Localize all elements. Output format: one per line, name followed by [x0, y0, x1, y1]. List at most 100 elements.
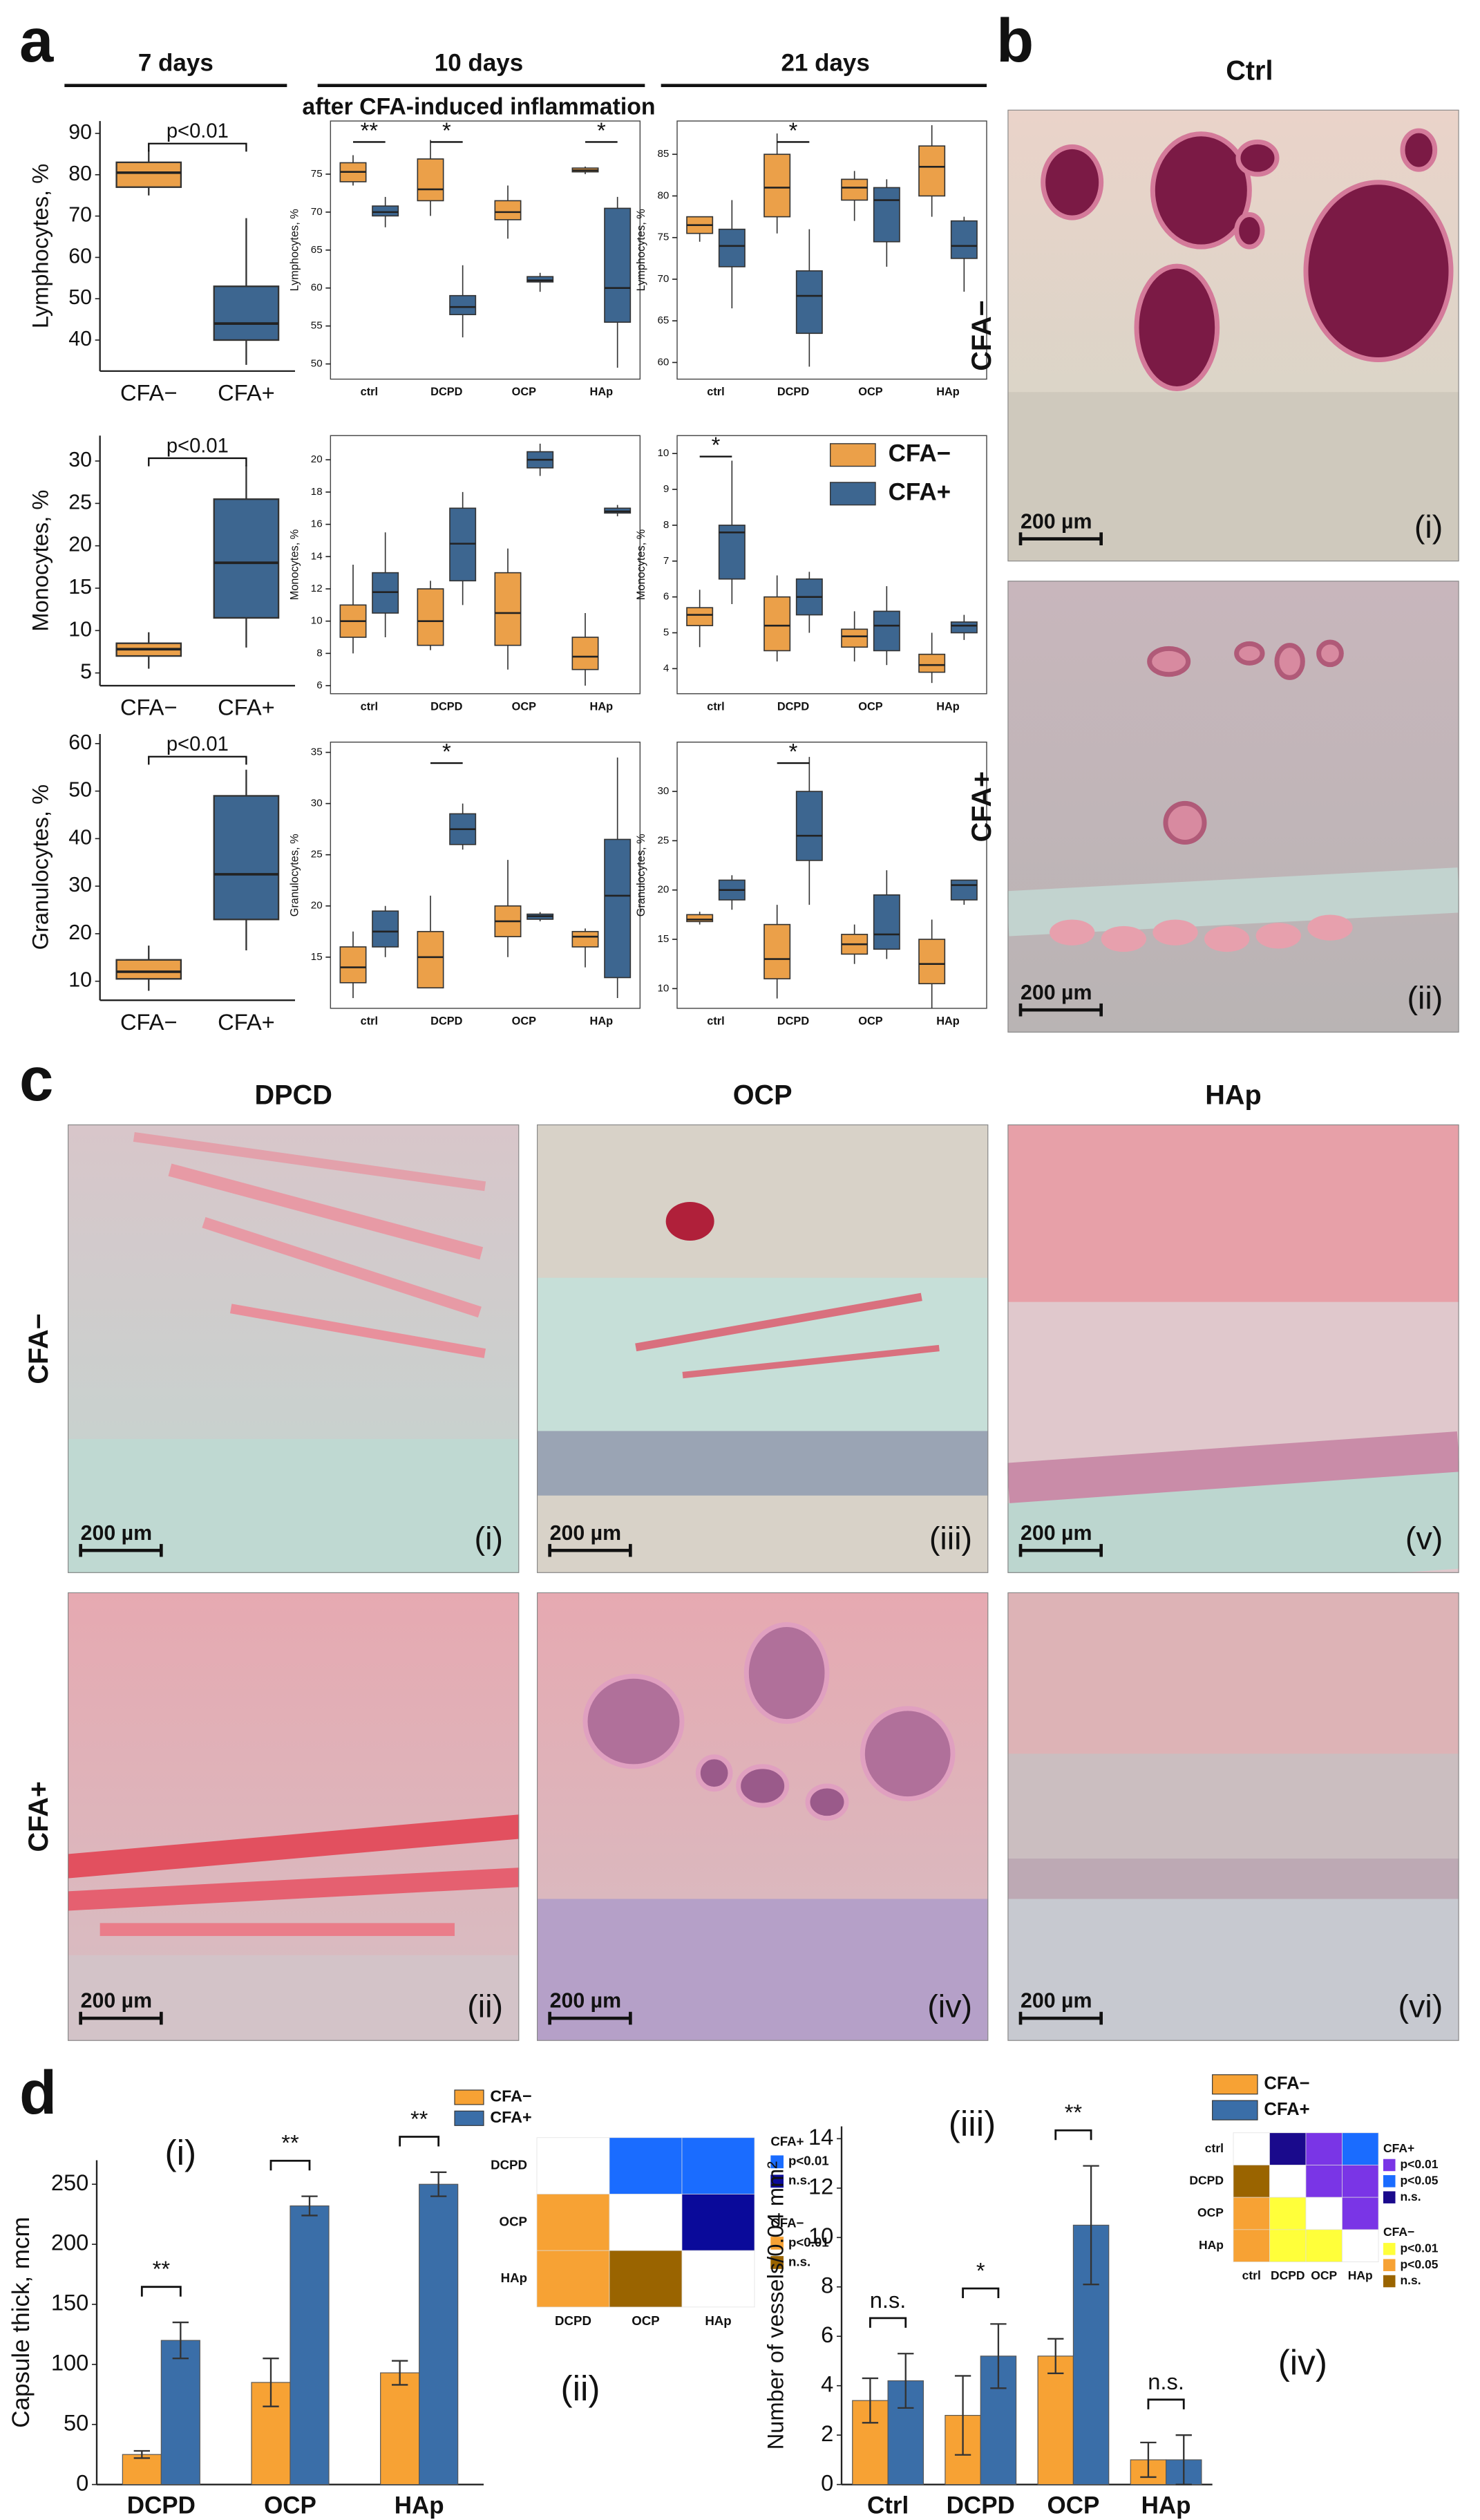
heatmap-cell — [536, 2194, 610, 2251]
bracket — [140, 2286, 182, 2297]
error-bar — [1047, 2338, 1064, 2374]
heatmap-cell — [609, 2250, 683, 2308]
y-tick-label: 50 — [311, 358, 323, 370]
column-header: DPCD — [254, 1080, 332, 1111]
annotation: p<0.01 — [167, 120, 229, 142]
y-tick-label: 75 — [311, 168, 323, 180]
tissue — [1235, 139, 1280, 177]
tissue — [99, 1923, 455, 1937]
significance: ** — [153, 2256, 171, 2282]
x-tick-label: HAp — [395, 2492, 444, 2519]
scale-label: 200 µm — [1021, 510, 1092, 533]
x-tick-label: ctrl — [707, 700, 724, 713]
significance: ** — [410, 2106, 428, 2132]
x-tick-label: ctrl — [361, 1015, 378, 1028]
y-tick-label: 30 — [68, 449, 92, 471]
panel-sublabel: (iii) — [949, 2104, 996, 2143]
y-tick-label: 65 — [657, 314, 669, 326]
bar — [419, 2183, 459, 2485]
key-label: CFA− — [1264, 2074, 1309, 2094]
annotation: p<0.01 — [167, 435, 229, 457]
significance: n.s. — [870, 2287, 907, 2313]
column-label: HAp — [1348, 2268, 1373, 2282]
y-tick-label: 0 — [821, 2470, 833, 2495]
panel-sublabel: (ii) — [561, 2369, 600, 2408]
legend-title: CFA− — [1383, 2225, 1414, 2239]
y-tick-label: 4 — [663, 662, 669, 674]
row-label: CFA+ — [23, 1781, 54, 1852]
legend-label: p<0.05 — [1400, 2173, 1438, 2187]
box — [718, 525, 746, 580]
heatmap-cell — [536, 2137, 610, 2194]
legend-title: CFA+ — [770, 2134, 804, 2149]
scale-bar — [79, 1543, 163, 1557]
y-tick-label: 50 — [68, 779, 92, 802]
column-label: OCP — [1311, 2268, 1337, 2282]
heatmap-cell — [1269, 2197, 1307, 2230]
bracket — [869, 2317, 907, 2328]
bracket — [399, 2136, 440, 2147]
box — [763, 596, 791, 652]
x-tick-label: DCPD — [947, 2492, 1015, 2519]
y-tick-label: 5 — [80, 661, 92, 684]
row-label: OCP — [500, 2214, 527, 2228]
tissue — [1007, 1858, 1459, 1899]
key-swatch — [1212, 2100, 1258, 2121]
tissue — [695, 1754, 733, 1792]
box — [417, 930, 444, 989]
y-axis-label: Monocytes, % — [635, 529, 647, 601]
legend-swatch — [770, 2174, 784, 2188]
x-tick-label: DCPD — [430, 700, 462, 713]
y-tick-label: 8 — [663, 519, 669, 531]
scale-label: 200 µm — [550, 1522, 621, 1545]
significance: * — [976, 2257, 985, 2283]
tissue — [229, 1304, 486, 1359]
error-bar — [133, 2450, 150, 2459]
y-tick-label: 10 — [311, 615, 323, 627]
bar — [160, 2340, 200, 2485]
error-bar — [1140, 2441, 1157, 2479]
tissue — [1303, 180, 1454, 363]
scale-label: 200 µm — [81, 1990, 152, 2013]
row-label: CFA− — [23, 1313, 54, 1384]
tissue — [1147, 646, 1191, 677]
column-label: DCPD — [1271, 2268, 1305, 2282]
period-header: 7 days — [138, 50, 214, 77]
tissue — [68, 1867, 520, 1912]
y-axis-label: Lymphocytes, % — [288, 209, 301, 291]
box — [604, 838, 632, 979]
significance: ** — [361, 117, 379, 143]
y-tick-label: 40 — [68, 826, 92, 849]
x-tick-label: HAp — [936, 700, 960, 713]
tissue — [805, 1783, 849, 1821]
legend-swatch — [770, 2155, 784, 2169]
x-tick-label: OCP — [1047, 2492, 1099, 2519]
error-bar — [898, 2353, 914, 2409]
tissue — [537, 1431, 989, 1496]
box — [873, 894, 900, 950]
row-label: HAp — [501, 2270, 527, 2285]
box — [686, 607, 714, 626]
tissue — [1041, 144, 1104, 220]
micrograph: 200 µm (i) — [68, 1124, 520, 1573]
box — [417, 588, 444, 646]
key-swatch — [454, 2089, 484, 2105]
y-tick-label: 10 — [68, 969, 92, 992]
y-tick-label: 4 — [821, 2371, 833, 2396]
legend-label: n.s. — [788, 2173, 810, 2188]
box — [213, 795, 280, 921]
heatmap-cell — [1305, 2197, 1343, 2230]
box — [604, 207, 632, 323]
y-axis-label: Granulocytes, % — [288, 834, 301, 916]
tissue — [1234, 211, 1265, 250]
box — [213, 498, 280, 619]
x-tick-label: ctrl — [707, 1015, 724, 1028]
error-bar — [263, 2358, 279, 2407]
y-tick-label: 9 — [663, 483, 669, 495]
tissue — [635, 1292, 922, 1352]
tissue — [1101, 925, 1146, 952]
box — [841, 628, 869, 648]
x-tick-label: OCP — [858, 700, 882, 713]
heatmap-cell — [1233, 2229, 1270, 2262]
heatmap-cell — [536, 2250, 610, 2308]
